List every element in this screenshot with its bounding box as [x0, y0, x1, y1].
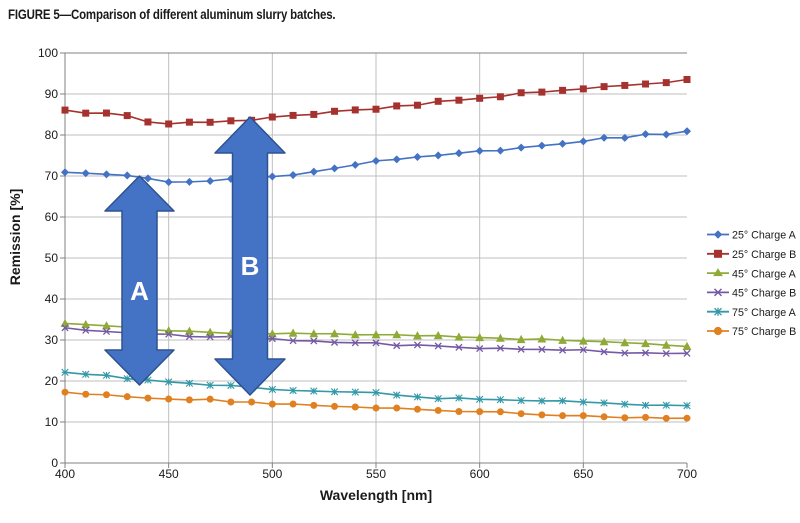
svg-text:45° Charge B: 45° Charge B [732, 288, 796, 300]
svg-text:700: 700 [677, 467, 697, 481]
svg-text:75° Charge A: 75° Charge A [732, 307, 797, 319]
svg-text:45° Charge A: 45° Charge A [732, 268, 797, 280]
svg-text:600: 600 [470, 467, 490, 481]
svg-text:100: 100 [38, 46, 58, 60]
svg-text:25° Charge B: 25° Charge B [732, 249, 796, 261]
svg-text:Remission [%]: Remission [%] [7, 189, 23, 285]
svg-text:A: A [130, 276, 149, 306]
svg-text:40: 40 [45, 292, 59, 306]
svg-text:450: 450 [159, 467, 179, 481]
svg-text:90: 90 [45, 87, 59, 101]
svg-text:400: 400 [55, 467, 75, 481]
svg-text:10: 10 [45, 415, 59, 429]
svg-text:B: B [241, 251, 260, 281]
svg-text:Wavelength [nm]: Wavelength [nm] [320, 487, 432, 503]
svg-text:650: 650 [573, 467, 593, 481]
svg-text:20: 20 [45, 374, 59, 388]
svg-text:70: 70 [45, 169, 59, 183]
svg-text:500: 500 [262, 467, 282, 481]
svg-text:25° Charge A: 25° Charge A [732, 230, 797, 242]
svg-text:80: 80 [45, 128, 59, 142]
svg-text:550: 550 [366, 467, 386, 481]
svg-text:75° Charge B: 75° Charge B [732, 326, 796, 338]
svg-text:60: 60 [45, 210, 59, 224]
svg-text:30: 30 [45, 333, 59, 347]
svg-text:50: 50 [45, 251, 59, 265]
